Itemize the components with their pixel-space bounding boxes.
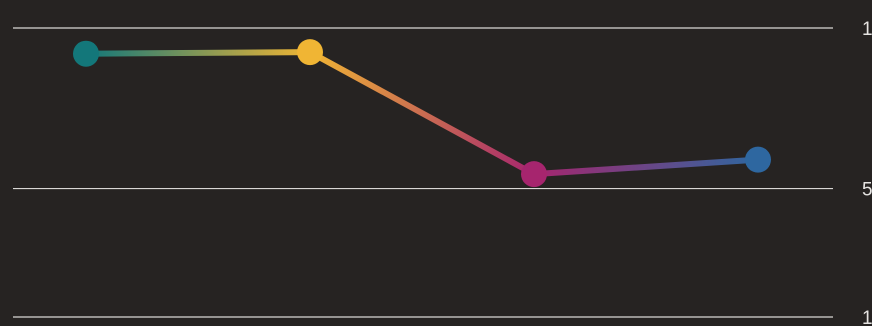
data-point-0 bbox=[73, 40, 99, 67]
series-line-segment-1 bbox=[307, 49, 537, 178]
series-points bbox=[73, 39, 771, 188]
data-point-2 bbox=[521, 161, 547, 188]
y-tick-labels: 1 5 1 bbox=[862, 19, 872, 326]
series-line-segment-2 bbox=[531, 156, 761, 178]
y-tick-label-1: 5 bbox=[862, 180, 872, 201]
data-point-3 bbox=[745, 146, 771, 173]
grid-layer bbox=[13, 27, 833, 318]
series-line-segment-0 bbox=[83, 49, 313, 57]
series-line-group bbox=[83, 49, 761, 178]
y-tick-label-2: 1 bbox=[862, 308, 872, 326]
data-point-1 bbox=[297, 39, 323, 66]
y-tick-label-0: 1 bbox=[862, 19, 872, 40]
